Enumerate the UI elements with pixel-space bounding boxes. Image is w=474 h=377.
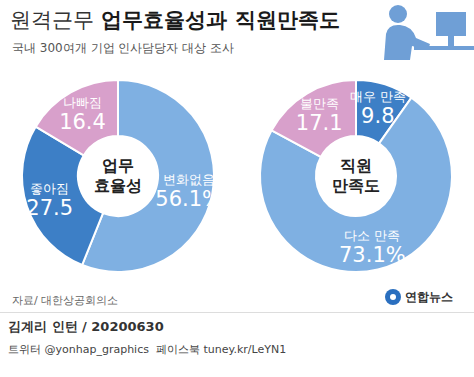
- html-text:업무: 업무: [102, 156, 134, 175]
- svg-text:좋아짐27.5: 좋아짐27.5: [26, 181, 73, 220]
- svg-text:변화없음56.1%: 변화없음56.1%: [155, 172, 222, 211]
- html-text:직원: 직원: [340, 156, 372, 175]
- html-text:김계리 인턴 / 20200630: 김계리 인턴 / 20200630: [8, 319, 164, 334]
- html-text:만족도: 만족도: [332, 176, 380, 195]
- svg-text:불만족17.1: 불만족17.1: [296, 96, 343, 135]
- html-text:자료/ 대한상공회의소: 자료/ 대한상공회의소: [12, 294, 119, 307]
- svg-text:나빠짐16.4: 나빠짐16.4: [59, 95, 106, 134]
- svg-text:다소 만족73.1%: 다소 만족73.1%: [339, 228, 406, 267]
- html-text:효율성: 효율성: [94, 176, 142, 195]
- html-text:국내 300여개 기업 인사담당자 대상 조사: 국내 300여개 기업 인사담당자 대상 조사: [12, 41, 234, 55]
- html-text:트위터 @yonhap_graphics 페이스북 tune: 트위터 @yonhap_graphics 페이스북 tuney.kr/LeYN1: [8, 343, 287, 356]
- html-text:연합뉴스: 연합뉴스: [405, 289, 453, 304]
- svg-text:매우 만족9.8: 매우 만족9.8: [350, 89, 406, 128]
- html-text:원격근무업무효율성과 직원만족도: 원격근무업무효율성과 직원만족도: [10, 8, 340, 32]
